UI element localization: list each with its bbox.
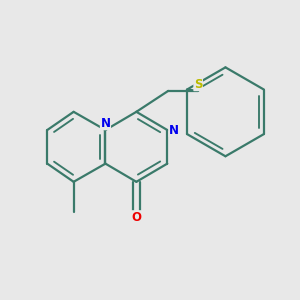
Text: N: N (169, 124, 179, 136)
Text: S: S (194, 78, 203, 91)
Text: O: O (131, 211, 141, 224)
Text: N: N (100, 117, 110, 130)
